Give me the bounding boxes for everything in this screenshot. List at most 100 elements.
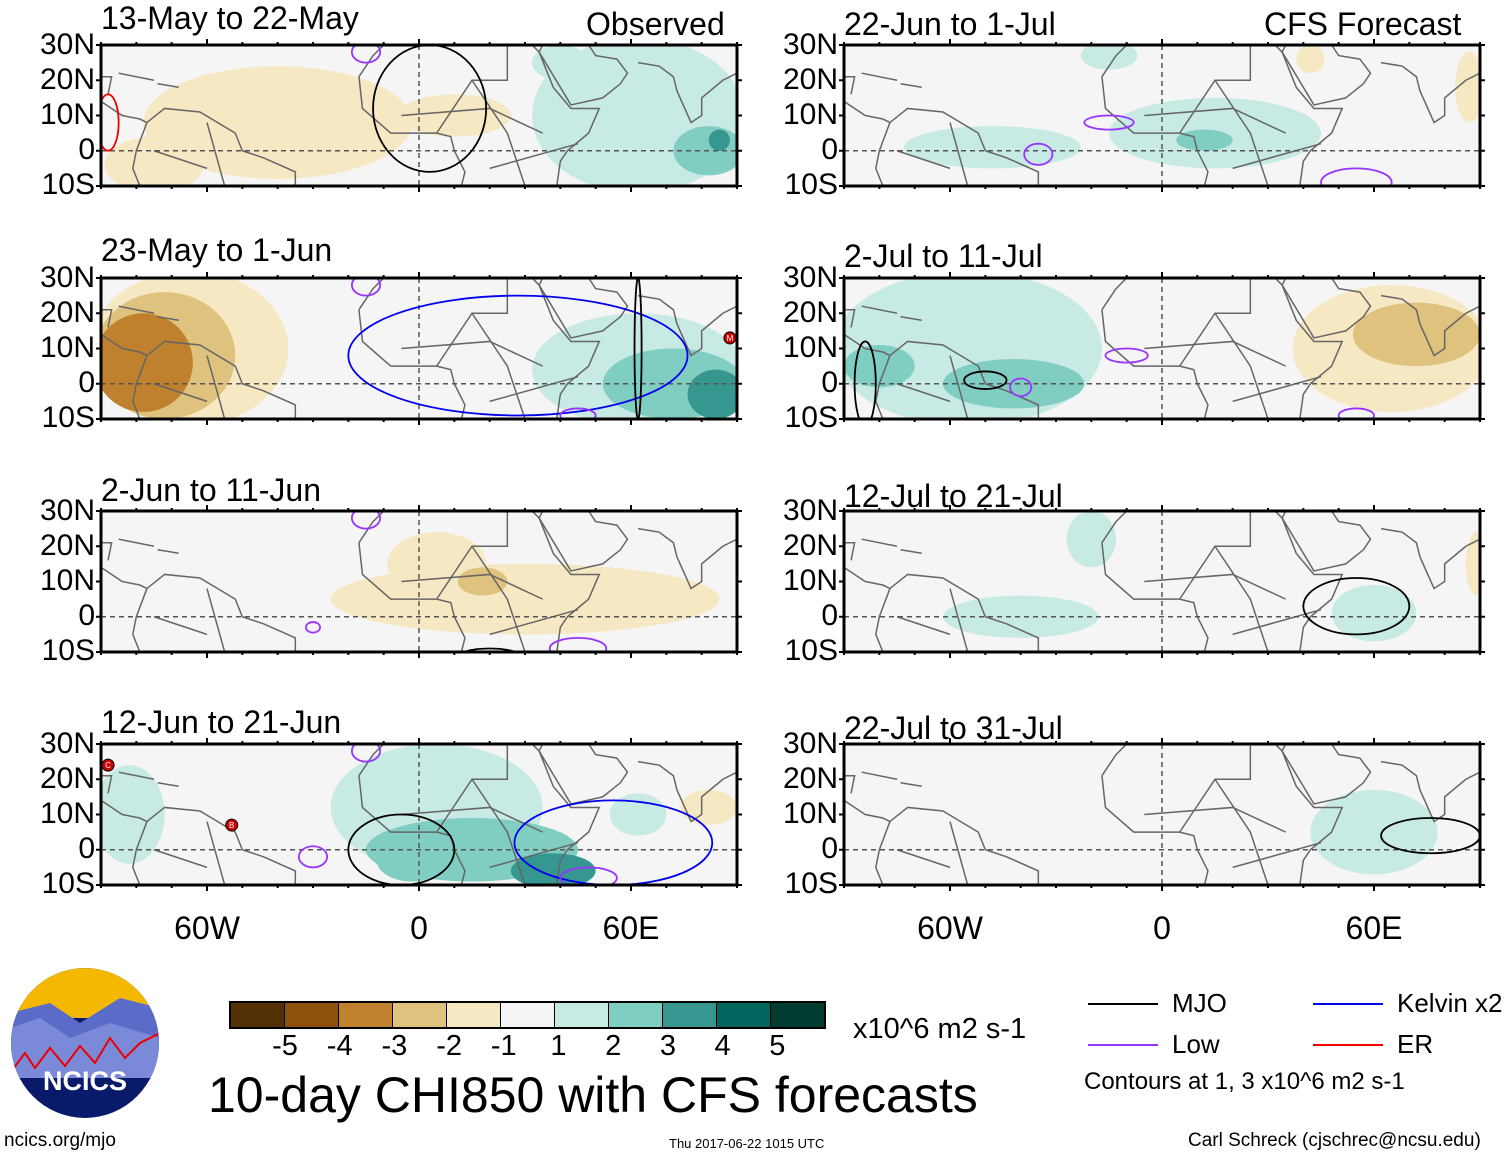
lat-label: 20N bbox=[782, 529, 838, 562]
anomaly-region bbox=[1465, 532, 1480, 596]
lat-label: 10S bbox=[784, 401, 838, 434]
map-panel bbox=[96, 505, 742, 658]
lat-label: 0 bbox=[78, 599, 95, 632]
coastline bbox=[157, 782, 179, 788]
colorbar-swatch bbox=[339, 1003, 393, 1027]
coastline bbox=[637, 294, 737, 357]
anomaly-region bbox=[680, 789, 737, 826]
coastline bbox=[861, 538, 898, 547]
lat-label: 10S bbox=[41, 867, 95, 900]
low-contour bbox=[305, 621, 321, 634]
coastline bbox=[101, 566, 297, 652]
coastline bbox=[844, 541, 856, 561]
coastline bbox=[153, 383, 208, 403]
coastline bbox=[153, 616, 208, 636]
coastline bbox=[875, 122, 891, 186]
coastline bbox=[132, 821, 148, 885]
anomaly-region bbox=[510, 853, 596, 885]
coastline bbox=[118, 538, 155, 547]
coastline bbox=[1214, 79, 1269, 186]
coastline bbox=[1179, 278, 1252, 367]
coastline bbox=[358, 542, 466, 652]
coastline bbox=[132, 355, 148, 419]
coastline bbox=[118, 72, 155, 81]
coastline bbox=[531, 511, 601, 652]
coastline bbox=[132, 122, 148, 186]
kelvin-contour bbox=[347, 294, 689, 417]
anomaly-region bbox=[687, 369, 737, 419]
coastline bbox=[1274, 45, 1344, 186]
coastline bbox=[1101, 542, 1209, 652]
low-contour bbox=[297, 845, 329, 869]
colorbar-label: 5 bbox=[769, 1030, 786, 1062]
mjo-contour bbox=[372, 45, 488, 173]
colorbar-swatch bbox=[501, 1003, 555, 1027]
coastline bbox=[1101, 744, 1128, 777]
coastline bbox=[900, 316, 922, 322]
panel-title: 2-Jul to 11-Jul bbox=[844, 238, 1043, 274]
anomaly-region bbox=[904, 126, 1081, 169]
map-panel bbox=[839, 738, 1485, 891]
anomaly-region bbox=[397, 94, 511, 137]
lat-label: 0 bbox=[78, 133, 95, 166]
coastline bbox=[1101, 278, 1128, 311]
forecast-label: CFS Forecast bbox=[1264, 6, 1462, 42]
low-contour bbox=[559, 407, 597, 419]
lat-label: 10N bbox=[782, 331, 838, 364]
coastline bbox=[1214, 312, 1269, 419]
lat-label: 10S bbox=[784, 634, 838, 667]
coastline bbox=[471, 778, 526, 885]
coastline bbox=[358, 309, 466, 419]
ncics-logo: NCICS bbox=[10, 968, 160, 1118]
lat-label: 30N bbox=[39, 261, 95, 294]
legend-label: Low bbox=[1172, 1029, 1220, 1059]
coastline bbox=[471, 79, 526, 186]
anomaly-region bbox=[1176, 129, 1233, 151]
site-url[interactable]: ncics.org/mjo bbox=[4, 1130, 116, 1151]
lon-label: 0 bbox=[1153, 910, 1171, 946]
colorbar-label: -1 bbox=[490, 1030, 517, 1062]
coastline bbox=[1179, 744, 1252, 833]
coastline bbox=[101, 774, 113, 794]
lat-label: 10N bbox=[39, 797, 95, 830]
anomaly-region bbox=[942, 595, 1099, 638]
coastline bbox=[118, 305, 155, 314]
coastline bbox=[1179, 45, 1252, 134]
colorbar-label: 4 bbox=[714, 1030, 731, 1062]
lat-label: 10N bbox=[782, 98, 838, 131]
coastline bbox=[1144, 573, 1286, 600]
coastline bbox=[436, 45, 509, 134]
colorbar-swatch bbox=[447, 1003, 501, 1027]
coastline bbox=[1101, 775, 1209, 885]
legend-er: ER bbox=[1313, 1029, 1433, 1060]
coastline bbox=[1281, 744, 1372, 805]
coastline bbox=[1101, 45, 1128, 78]
colorbar-swatch bbox=[771, 1003, 824, 1027]
coastline bbox=[358, 76, 466, 186]
lat-label: 0 bbox=[821, 366, 838, 399]
colorbar-label: 2 bbox=[605, 1030, 622, 1062]
coastline bbox=[844, 566, 1040, 652]
coastline bbox=[1144, 107, 1286, 134]
low-contour bbox=[350, 511, 382, 530]
low-contour bbox=[548, 637, 608, 652]
colorbar-swatch bbox=[393, 1003, 447, 1027]
coastline bbox=[1144, 806, 1286, 833]
low-contour bbox=[559, 866, 618, 885]
lon-label: 60E bbox=[1345, 910, 1403, 946]
anomaly-region bbox=[104, 136, 204, 186]
coastline bbox=[101, 541, 113, 561]
map-panel bbox=[839, 272, 1485, 425]
coastline bbox=[153, 849, 208, 869]
lat-label: 0 bbox=[821, 599, 838, 632]
legend-mjo: MJO bbox=[1088, 988, 1227, 1019]
coastline bbox=[489, 841, 579, 869]
coastline bbox=[401, 573, 543, 600]
lat-label: 10N bbox=[782, 564, 838, 597]
coastline bbox=[637, 760, 737, 823]
legend-label: ER bbox=[1397, 1029, 1434, 1059]
coastline bbox=[436, 744, 509, 833]
anomaly-region bbox=[1331, 585, 1417, 642]
coastline bbox=[436, 511, 509, 600]
